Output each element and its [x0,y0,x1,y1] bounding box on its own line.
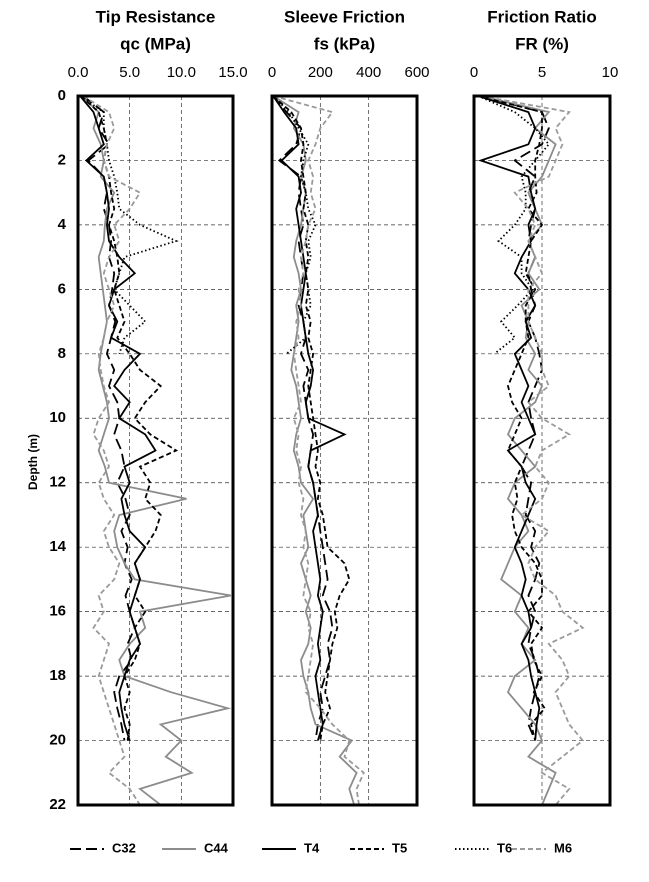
legend-item: C32 [70,840,136,855]
y-tick-label: 4 [58,216,67,233]
y-tick-label: 6 [58,280,66,297]
legend-label: T6 [497,840,512,855]
legend-label: T5 [392,840,407,855]
x-tick-label: 15.0 [218,64,247,81]
legend-label: C32 [112,840,136,855]
panel-title: Friction Ratio [487,7,597,26]
y-tick-label: 12 [49,474,66,491]
y-tick-label: 18 [49,667,66,684]
panel-title: Tip Resistance [96,7,216,26]
legend-item: T5 [350,840,407,855]
y-tick-label: 8 [58,345,66,362]
series-line [79,96,179,355]
series-line [272,96,317,355]
series-line [80,96,179,741]
legend-label: T4 [304,840,320,855]
x-tick-label: 0 [268,64,276,81]
y-tick-label: 20 [49,732,66,749]
legend-item: M6 [512,840,572,855]
x-tick-label: 0 [470,64,478,81]
x-axis-label: FR (%) [515,34,569,53]
panel-title: Sleeve Friction [284,7,405,26]
series-line [477,96,541,741]
legend-label: C44 [204,840,229,855]
x-axis-label: fs (kPa) [314,34,375,53]
y-tick-label: 16 [49,603,66,620]
x-tick-label: 0.0 [68,64,89,81]
x-tick-label: 600 [404,64,429,81]
legend-item: C44 [162,840,229,855]
series-line [480,96,557,805]
plot-border [270,94,419,807]
y-tick-label: 0 [58,87,66,104]
y-tick-label: 2 [58,151,66,168]
x-tick-label: 5.0 [119,64,140,81]
series-line [477,96,546,741]
plot-border [472,94,612,807]
y-axis-label: Depth (m) [26,434,40,490]
series-line [272,96,351,741]
legend-item: T6 [455,840,512,855]
x-tick-label: 10 [602,64,619,81]
x-tick-label: 5 [538,64,546,81]
series-line [82,96,142,805]
series-line [477,96,550,355]
y-tick-label: 22 [49,796,66,813]
series-line [272,96,358,805]
legend-label: M6 [554,840,572,855]
x-tick-label: 400 [356,64,381,81]
series-line [272,96,365,805]
y-tick-label: 10 [49,409,66,426]
series-line [480,96,585,805]
plot-border [76,94,235,807]
series-line [272,96,347,741]
x-tick-label: 200 [308,64,333,81]
y-tick-label: 14 [49,538,66,555]
x-tick-label: 10.0 [167,64,196,81]
legend-item: T4 [262,840,320,855]
x-axis-label: qc (MPa) [120,34,191,53]
series-line [80,96,232,805]
